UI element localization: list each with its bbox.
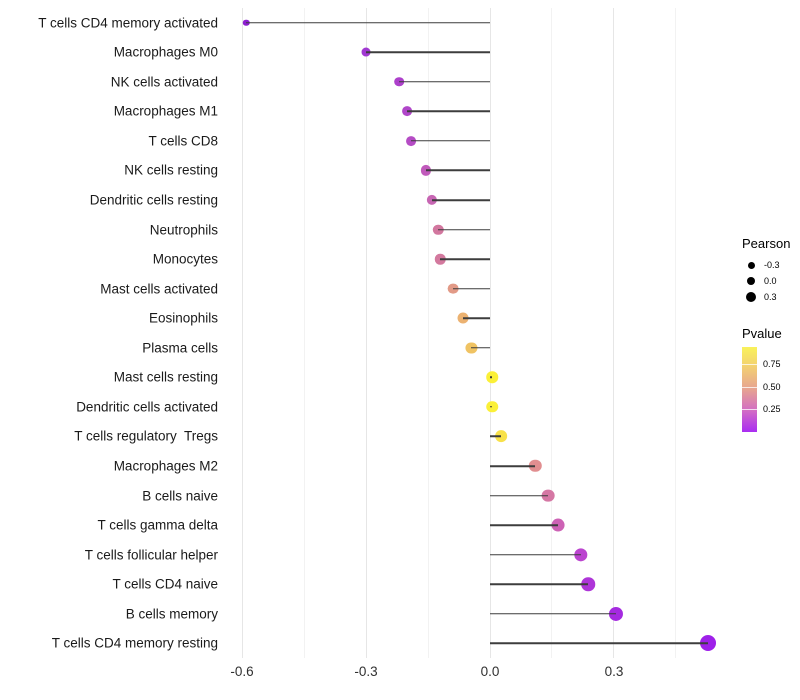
legend-size-dot-icon xyxy=(746,292,756,302)
lollipop-stem xyxy=(490,524,559,526)
lollipop-stem xyxy=(407,110,490,113)
lollipop-point xyxy=(609,606,624,621)
legend-pearson-entries: -0.3 0.0 0.3 xyxy=(742,257,790,305)
y-axis-label: T cells CD4 memory resting xyxy=(51,635,218,651)
lollipop-stem xyxy=(463,317,490,319)
lollipop-stem xyxy=(366,51,490,53)
gridline-minor xyxy=(551,8,553,658)
lollipop-stem xyxy=(452,287,490,290)
y-axis-label: Macrophages M0 xyxy=(113,44,218,60)
gridline-minor xyxy=(675,8,677,658)
y-axis-label: Macrophages M1 xyxy=(113,103,218,119)
legend-size-label: -0.3 xyxy=(764,260,780,270)
y-axis-label: NK cells resting xyxy=(124,162,218,178)
legend-size-entry: 0.3 xyxy=(742,289,790,305)
y-axis-label: T cells gamma delta xyxy=(97,517,218,533)
x-axis-tick-label: -0.3 xyxy=(354,664,378,679)
lollipop-stem xyxy=(440,258,490,260)
lollipop-stem xyxy=(490,553,581,556)
lollipop-point xyxy=(495,430,508,443)
legend-size-label: 0.3 xyxy=(764,292,777,302)
x-axis-tick-label: 0.3 xyxy=(604,664,624,679)
legend-size-dot-icon xyxy=(746,276,756,286)
y-axis-label: Neutrophils xyxy=(149,222,218,238)
x-axis-tick-label: 0.0 xyxy=(480,664,500,679)
lollipop-point xyxy=(486,371,498,384)
pvalue-colorbar-tick xyxy=(742,364,757,365)
lollipop-point xyxy=(529,459,542,473)
legend-pearson-size: Pearson -0.3 0.0 0.3 xyxy=(742,236,790,305)
lollipop-stem xyxy=(490,613,617,615)
gridline-major xyxy=(365,8,367,658)
y-axis-label: NK cells activated xyxy=(110,74,218,90)
y-axis-label: Mast cells activated xyxy=(100,281,218,297)
y-axis-label: T cells follicular helper xyxy=(84,547,218,563)
legend-size-dot-wrap xyxy=(742,276,760,286)
gridline-major xyxy=(241,8,243,658)
y-axis-label: Eosinophils xyxy=(148,310,218,326)
legend-size-entry: -0.3 xyxy=(742,257,790,273)
y-axis-label: Dendritic cells resting xyxy=(89,192,218,208)
lollipop-stem xyxy=(425,169,490,172)
pvalue-colorbar-label: 0.75 xyxy=(763,359,781,369)
legend-size-dot-icon xyxy=(747,261,755,269)
lollipop-point xyxy=(699,635,716,652)
legend-pvalue-title: Pvalue xyxy=(742,326,782,341)
y-axis-label: Mast cells resting xyxy=(113,369,218,385)
y-axis-label: T cells CD4 naive xyxy=(112,576,218,592)
lollipop-stem xyxy=(490,583,589,585)
lollipop-stem xyxy=(432,199,490,201)
lollipop-point xyxy=(574,548,588,562)
lollipop-point xyxy=(551,518,565,532)
pvalue-colorbar-wrap: 0.75 0.50 0.25 xyxy=(742,347,782,432)
gridline-minor xyxy=(303,8,305,658)
pvalue-colorbar-tick xyxy=(742,387,757,388)
lollipop-stem xyxy=(411,140,490,142)
lollipop-stem xyxy=(490,376,493,379)
pvalue-colorbar-label: 0.25 xyxy=(763,404,781,414)
lollipop-stem xyxy=(399,81,490,83)
lollipop-stem xyxy=(490,642,708,645)
lollipop-stem xyxy=(490,406,493,408)
legend-size-entry: 0.0 xyxy=(742,273,790,289)
y-axis-label: Dendritic cells activated xyxy=(76,399,218,415)
lollipop-stem xyxy=(490,465,536,467)
pvalue-colorbar-label: 0.50 xyxy=(763,382,781,392)
lollipop-stem xyxy=(490,494,548,497)
legend-size-dot-wrap xyxy=(742,292,760,302)
x-axis-tick-label: -0.6 xyxy=(230,664,254,679)
y-axis-label: T cells CD8 xyxy=(148,133,218,149)
legend-pvalue-color: Pvalue 0.75 0.50 0.25 xyxy=(742,326,782,432)
lollipop-stem xyxy=(490,435,502,438)
y-axis-label: T cells regulatory Tregs xyxy=(74,428,218,444)
legend-size-label: 0.0 xyxy=(764,276,777,286)
y-axis-label: T cells CD4 memory activated xyxy=(38,15,218,31)
legend-pearson-title: Pearson xyxy=(742,236,791,251)
pvalue-colorbar-tick xyxy=(742,409,757,410)
y-axis-label: Monocytes xyxy=(152,251,218,267)
gridline-minor xyxy=(427,8,429,658)
lollipop-point xyxy=(486,401,498,413)
pvalue-colorbar xyxy=(742,347,757,432)
lollipop-stem xyxy=(471,347,490,349)
y-axis-label: Plasma cells xyxy=(142,340,218,356)
legend-size-dot-wrap xyxy=(742,261,760,269)
y-axis-label: Macrophages M2 xyxy=(113,458,218,474)
lollipop-point xyxy=(541,489,555,502)
gridline-major xyxy=(613,8,615,658)
y-axis-label: B cells memory xyxy=(125,606,218,622)
lollipop-stem xyxy=(438,228,490,231)
lollipop-stem xyxy=(246,21,490,24)
gridline-major xyxy=(489,8,491,658)
lollipop-point xyxy=(581,577,596,591)
y-axis-label: B cells naive xyxy=(142,488,218,504)
